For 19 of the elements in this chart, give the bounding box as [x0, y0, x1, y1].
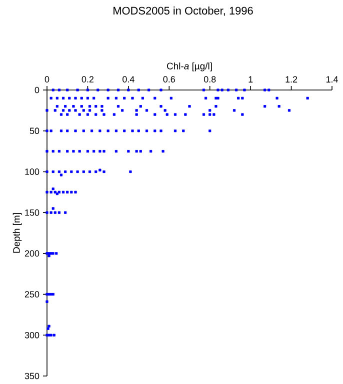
y-tick-label: 350 — [24, 372, 40, 380]
y-tick-label: 200 — [24, 250, 40, 257]
chart-title: MODS2005 in October, 1996 — [114, 6, 253, 16]
y-axis-title: Depth [m] — [12, 213, 22, 253]
x-axis-title: Chl-a [µg/l] — [167, 62, 212, 72]
y-tick-label: 250 — [24, 291, 40, 298]
y-tick-label: 50 — [30, 128, 40, 134]
x-tick-label: 1 — [248, 76, 253, 82]
x-tick-label: 0.6 — [163, 76, 175, 82]
y-tick-label: 150 — [25, 209, 40, 216]
x-tick-label: 0.2 — [82, 76, 94, 82]
x-tick-label: 0 — [44, 76, 50, 82]
x-tick-label: 1.4 — [326, 76, 338, 82]
y-tick-label: 100 — [25, 168, 40, 175]
x-tick-label: 1.2 — [286, 76, 298, 82]
x-tick-label: 0.4 — [122, 76, 134, 82]
x-tick-label: 0.8 — [204, 76, 216, 82]
y-tick-label: 0 — [34, 86, 40, 94]
y-tick-label: 300 — [24, 332, 40, 338]
